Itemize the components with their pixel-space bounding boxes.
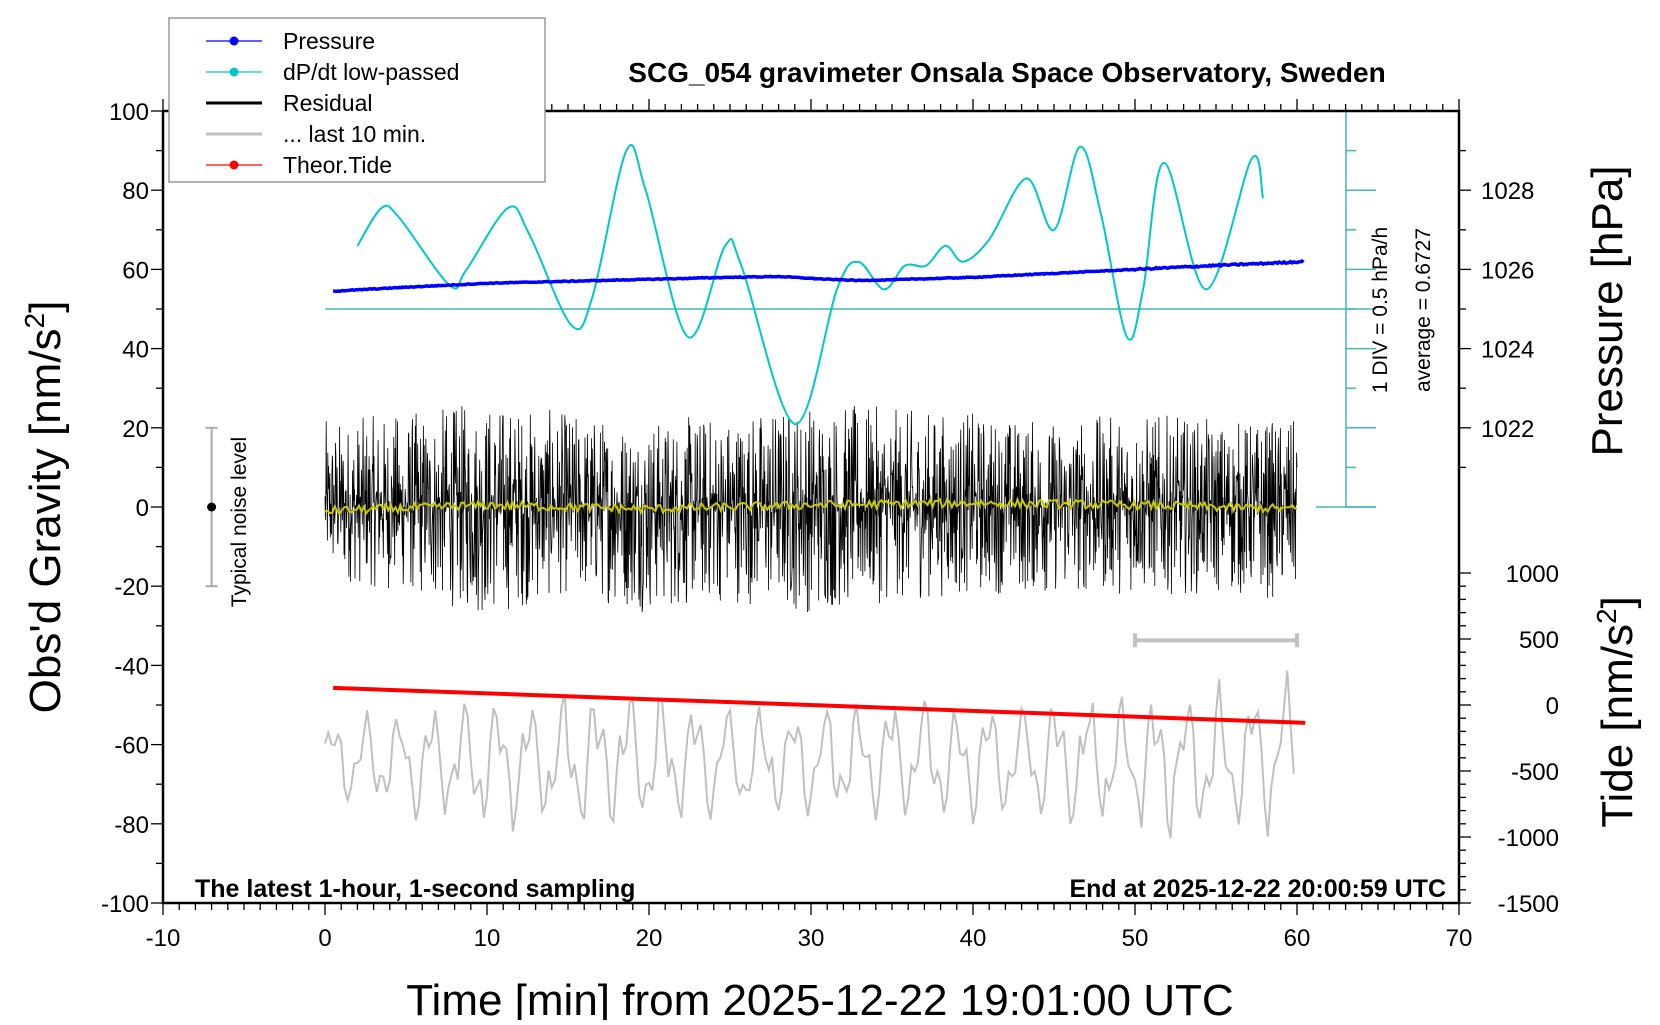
residual-smoothed-line	[324, 496, 1298, 516]
legend-entry: Theor.Tide	[206, 152, 392, 178]
noise-level-dot	[207, 502, 217, 512]
legend-entry: dP/dt low-passed	[206, 59, 459, 85]
legend-entry: Residual	[206, 90, 373, 116]
y-tick-label: 40	[122, 337, 149, 364]
tide-label-end: ]	[1593, 596, 1642, 608]
dpdt-scale-label: 1 DIV = 0.5 hPa/h	[1369, 227, 1392, 393]
tide-tick-label: -1000	[1498, 825, 1559, 852]
legend-label: dP/dt low-passed	[283, 59, 459, 85]
x-tick-label: 30	[798, 925, 825, 952]
y-tick-label: -20	[114, 574, 149, 601]
legend-swatch-marker	[229, 67, 239, 77]
legend-box	[168, 17, 546, 183]
x-tick-label: 70	[1446, 925, 1473, 952]
y-tick-label: 60	[122, 257, 149, 284]
x-tick-label: 60	[1284, 925, 1311, 952]
tide-tick-label: -1500	[1498, 891, 1559, 918]
y-label-end: ]	[21, 301, 70, 313]
dpdt-average-label: average = 0.6727	[1412, 228, 1435, 392]
pressure-tick-label: 1024	[1481, 337, 1534, 364]
axes: -10 0 10 20 30 40 50 60 70-100-80-60-40-20020406…	[101, 99, 1559, 952]
legend-entry: Pressure	[206, 28, 375, 54]
annotation-right: End at 2025-12-22 20:00:59 UTC	[1069, 875, 1446, 903]
tide-tick-label: -500	[1511, 759, 1559, 786]
y-axis-label-tide: Tide [nm/s2]	[1591, 596, 1642, 828]
legend-label: ... last 10 min.	[283, 121, 426, 147]
y-tick-label: 100	[109, 99, 149, 126]
chart-title: SCG_054 gravimeter Onsala Space Observat…	[628, 57, 1385, 88]
plot-marks	[205, 110, 1376, 839]
x-tick-label: 0	[318, 925, 331, 952]
tide-tick-label: 1000	[1506, 561, 1559, 588]
annotation-left: The latest 1-hour, 1-second sampling	[195, 875, 635, 903]
legend-label: Theor.Tide	[283, 152, 392, 178]
legend-label: Pressure	[283, 28, 375, 54]
tide-label-text: Tide [nm/s	[1593, 624, 1642, 828]
last-10-min-line	[324, 670, 1295, 839]
y-axis-label-gravity: Obs'd Gravity [nm/s2]	[19, 301, 70, 714]
legend-entry: ... last 10 min.	[206, 121, 426, 147]
x-tick-label: 10	[474, 925, 501, 952]
y-tick-label: -100	[101, 891, 149, 918]
y-tick-label: 0	[136, 495, 149, 522]
x-tick-label: -10	[146, 925, 181, 952]
y-tick-label: -60	[114, 733, 149, 760]
pressure-line	[332, 258, 1305, 294]
legend-swatch-marker	[229, 160, 239, 170]
y-axis-label-pressure: Pressure [hPa]	[1583, 165, 1632, 456]
legend-label: Residual	[283, 90, 373, 116]
y-label-sup: 2	[19, 313, 50, 329]
x-tick-label: 50	[1122, 925, 1149, 952]
y-tick-label: -40	[114, 653, 149, 680]
legend-swatch-marker	[229, 36, 239, 46]
x-tick-label: 20	[636, 925, 663, 952]
y-tick-label: 80	[122, 178, 149, 205]
pressure-tick-label: 1026	[1481, 257, 1534, 284]
x-tick-label: 40	[960, 925, 987, 952]
tide-label-sup: 2	[1591, 608, 1622, 624]
tide-tick-label: 0	[1546, 693, 1559, 720]
x-axis-label: Time [min] from 2025-12-22 19:01:00 UTC	[406, 976, 1233, 1020]
noise-level-label: Typical noise level	[228, 437, 251, 607]
y-tick-label: 20	[122, 416, 149, 443]
dpdt-line	[356, 144, 1264, 426]
pressure-tick-label: 1022	[1481, 416, 1534, 443]
theor-tide-line	[333, 685, 1306, 725]
y-label-text: Obs'd Gravity [nm/s	[21, 328, 70, 713]
pressure-tick-label: 1028	[1481, 178, 1534, 205]
legend: Pressure dP/dt low-passed Residual ... last…	[168, 17, 546, 183]
tide-tick-label: 500	[1519, 627, 1559, 654]
y-tick-label: -80	[114, 812, 149, 839]
